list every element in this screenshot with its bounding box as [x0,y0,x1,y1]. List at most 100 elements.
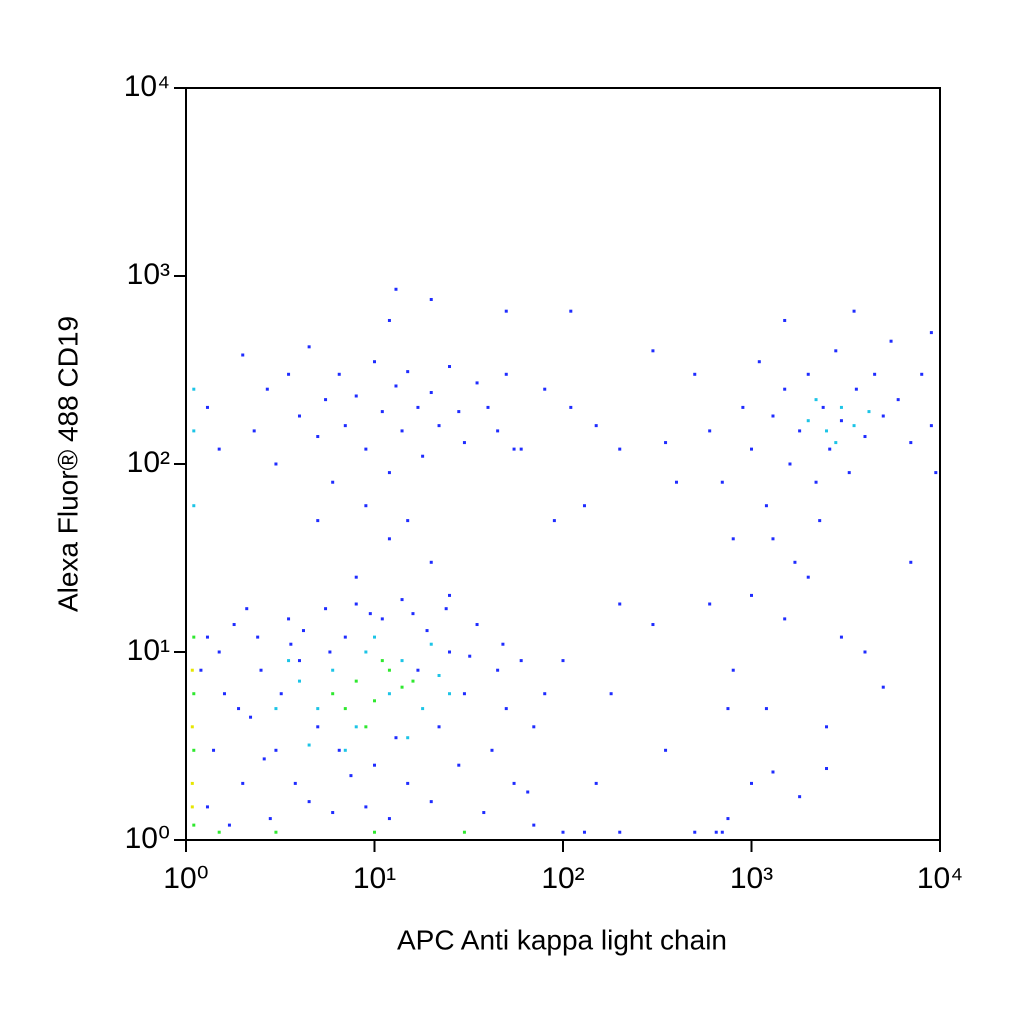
point [664,441,668,445]
point [771,537,775,541]
point [462,830,466,834]
point [651,623,655,627]
point [237,707,241,711]
point [569,309,573,313]
point [190,781,194,785]
point [217,447,221,451]
point [852,424,856,428]
point [475,623,479,627]
point [609,692,613,696]
point [297,414,301,418]
point [825,767,829,771]
point [411,679,415,683]
point [387,692,391,696]
point [909,441,913,445]
point [331,692,335,696]
point [594,781,598,785]
point [400,659,404,663]
point [354,394,358,398]
point [881,414,885,418]
point [674,480,678,484]
point [475,381,479,385]
point [818,519,822,523]
point [307,800,311,804]
point [693,830,697,834]
point [814,480,818,484]
point [457,763,461,767]
point [349,774,353,778]
point [847,471,851,475]
point [448,650,452,654]
point [364,805,368,809]
point [496,429,500,433]
point [343,635,347,639]
point [400,429,404,433]
point [380,659,384,663]
point [380,617,384,621]
point [241,781,245,785]
point [337,748,341,752]
point [205,635,209,639]
point [873,372,877,376]
y-tick-label: 10⁰ [125,822,170,855]
point [205,805,209,809]
point [421,707,425,711]
point [297,679,301,683]
point [373,830,376,834]
point [316,707,320,711]
point [594,424,598,428]
point [364,725,368,729]
point [331,811,335,815]
point [561,830,565,834]
point [881,685,885,689]
point [232,623,236,627]
point [316,725,320,729]
point [190,668,194,672]
point [834,441,838,445]
point [828,447,832,451]
point [814,398,818,402]
point [262,757,266,761]
point [750,593,753,597]
point [387,817,391,821]
point [331,668,335,672]
point [490,748,494,752]
point [416,668,420,672]
point [532,725,536,729]
point [731,537,735,541]
point [354,679,358,683]
point [496,668,500,672]
point [867,410,871,414]
point [328,650,332,654]
point [192,823,196,827]
point [400,685,404,689]
point [368,612,372,616]
point [380,410,384,414]
point [387,471,391,475]
point [394,287,398,291]
point [863,650,867,654]
point [192,429,196,433]
point [741,405,745,409]
point [256,635,260,639]
point [806,372,810,376]
point [448,593,452,597]
point [268,817,272,821]
x-tick-label: 10⁴ [917,862,963,895]
point [316,435,320,439]
point [771,770,775,774]
point [190,805,194,809]
point [192,504,196,508]
point [519,659,523,663]
point [444,607,448,611]
point [437,725,441,729]
point [373,360,376,364]
point [839,419,843,423]
point [783,318,787,322]
y-axis-label: Alexa Fluor® 488 CD19 [52,316,83,612]
point [400,598,404,602]
point [192,748,196,752]
point [437,424,441,428]
point [274,462,278,466]
